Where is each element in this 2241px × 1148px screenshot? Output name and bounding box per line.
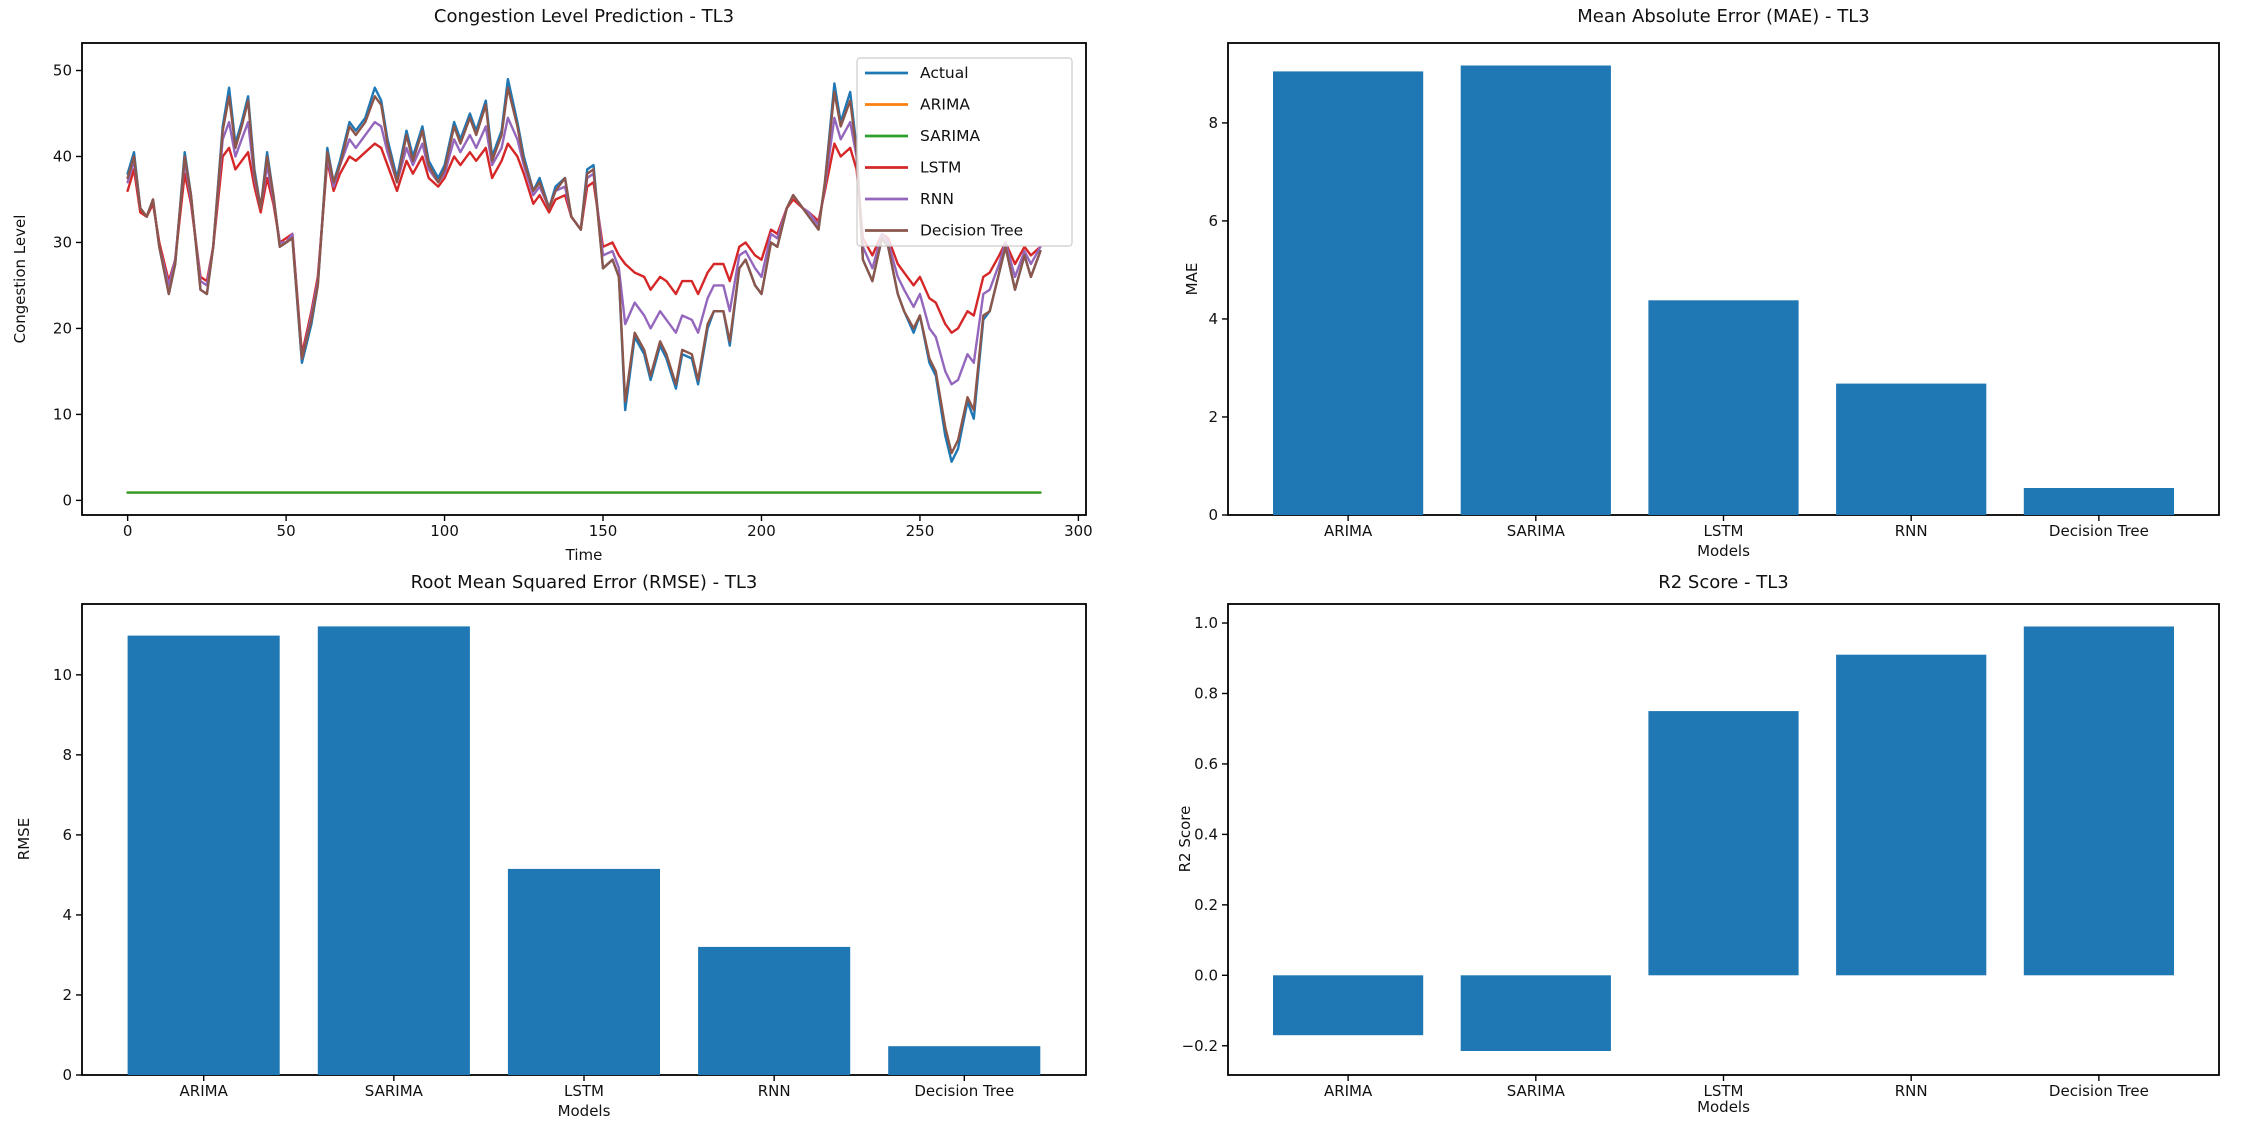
y-tick-label: 8: [1208, 114, 1218, 132]
bar-decision-tree: [888, 1046, 1041, 1075]
mae-chart-title: Mean Absolute Error (MAE) - TL3: [1577, 6, 1870, 27]
mae-chart-xlabel: Models: [1697, 542, 1750, 560]
legend-label: RNN: [920, 190, 954, 208]
x-tick-label: SARIMA: [1507, 522, 1566, 540]
y-axis-ticks: 0 2 4 6 8: [1208, 114, 1228, 524]
bar-arima: [127, 635, 280, 1075]
y-tick-label: 4: [62, 906, 72, 924]
bar-rnn: [698, 946, 851, 1075]
x-tick-label: Decision Tree: [2049, 522, 2149, 540]
bar-rnn: [1836, 383, 1987, 515]
plot-border: [81, 42, 1087, 516]
x-tick-label: LSTM: [1704, 522, 1744, 540]
bar-lstm: [1648, 711, 1799, 976]
y-tick-label: 1.0: [1194, 614, 1218, 632]
y-tick-label: 6: [62, 826, 72, 844]
x-tick-label: RNN: [758, 1082, 791, 1100]
y-tick-label: 2: [62, 986, 72, 1004]
legend-label: LSTM: [920, 159, 961, 177]
legend-label: Actual: [920, 64, 969, 82]
x-tick-label: SARIMA: [365, 1082, 424, 1100]
x-tick-label: LSTM: [564, 1082, 604, 1100]
bar-decision-tree: [2023, 626, 2174, 976]
x-axis-ticks: 0 50 100 150 200 250 300: [123, 515, 1093, 540]
line-chart-plot: 0 10 20 30 40 50 0 50 100 150 200 250 300 Actual ARIMA…: [53, 42, 1093, 540]
rmse-chart-xlabel: Models: [557, 1102, 611, 1120]
x-tick-label: RNN: [1895, 1082, 1928, 1100]
bar-arima: [1273, 71, 1424, 516]
y-tick-label: 0.8: [1194, 684, 1218, 702]
y-tick-label: 0.6: [1194, 755, 1218, 773]
x-tick-label: 300: [1064, 522, 1093, 540]
x-tick-label: RNN: [1895, 522, 1928, 540]
legend-label: ARIMA: [920, 96, 970, 114]
r2-chart-xlabel: Models: [1697, 1098, 1750, 1116]
bars: [1273, 626, 2174, 1051]
x-tick-label: Decision Tree: [2049, 1082, 2149, 1100]
line-chart-xlabel: Time: [565, 546, 603, 564]
x-tick-label: Decision Tree: [914, 1082, 1014, 1100]
y-tick-label: 40: [53, 147, 72, 165]
y-tick-label: 0: [1208, 506, 1218, 524]
x-tick-label: 150: [589, 522, 618, 540]
legend-box: [856, 57, 1073, 247]
bars: [127, 626, 1041, 1075]
bar-sarima: [1460, 975, 1611, 1051]
y-tick-label: 0: [62, 491, 72, 509]
x-tick-label: 250: [906, 522, 935, 540]
y-tick-label: 50: [53, 62, 72, 80]
bars: [1273, 65, 2174, 516]
y-axis-ticks: 0 2 4 6 8 10: [53, 666, 82, 1084]
y-tick-label: 30: [53, 233, 72, 251]
x-tick-label: ARIMA: [1324, 522, 1373, 540]
y-tick-label: 0.2: [1194, 896, 1218, 914]
bar-lstm: [1648, 300, 1799, 515]
y-tick-label: 8: [62, 746, 72, 764]
r2-chart-title: R2 Score - TL3: [1658, 572, 1789, 593]
y-tick-label: 0.4: [1194, 825, 1218, 843]
y-tick-label: 0: [62, 1066, 72, 1084]
x-tick-label: 200: [747, 522, 776, 540]
y-tick-label: 4: [1208, 310, 1218, 328]
y-tick-label: 10: [53, 666, 72, 684]
y-tick-label: 2: [1208, 408, 1218, 426]
y-tick-label: 0.0: [1194, 966, 1218, 984]
x-tick-label: ARIMA: [180, 1082, 229, 1100]
x-axis-ticks: ARIMA SARIMA LSTM RNN Decision Tree: [1324, 515, 2149, 540]
bar-rnn: [1836, 654, 1987, 976]
x-tick-label: 100: [430, 522, 459, 540]
mae-chart-plot: 0 2 4 6 8 ARIMA SARIMA LSTM RNN Decision Tree: [1208, 42, 2220, 540]
y-tick-label: 10: [53, 405, 72, 423]
y-tick-label: 20: [53, 319, 72, 337]
bar-sarima: [317, 626, 470, 1075]
rmse-chart-title: Root Mean Squared Error (RMSE) - TL3: [410, 572, 758, 593]
bar-decision-tree: [2023, 488, 2174, 515]
legend-label: SARIMA: [920, 127, 980, 145]
line-chart-title: Congestion Level Prediction - TL3: [433, 6, 735, 27]
legend: Actual ARIMA SARIMA LSTM RNN Decision Tree: [856, 57, 1073, 247]
x-tick-label: 50: [277, 522, 296, 540]
x-axis-ticks: ARIMA SARIMA LSTM RNN Decision Tree: [1324, 1075, 2149, 1100]
x-tick-label: 0: [123, 522, 133, 540]
bar-sarima: [1460, 65, 1611, 515]
x-tick-label: SARIMA: [1507, 1082, 1566, 1100]
x-tick-label: ARIMA: [1324, 1082, 1373, 1100]
bar-arima: [1273, 975, 1424, 1036]
y-tick-label: 6: [1208, 212, 1218, 230]
legend-label: Decision Tree: [920, 222, 1023, 240]
bar-lstm: [507, 868, 660, 1075]
y-tick-label: −0.2: [1182, 1037, 1218, 1055]
y-axis-ticks: −0.2 0.0 0.2 0.4 0.6 0.8 1.0: [1182, 614, 1228, 1055]
r2-chart-plot: −0.2 0.0 0.2 0.4 0.6 0.8 1.0 ARIMA SARIMA LSTM RNN…: [1182, 603, 2220, 1100]
y-axis-ticks: 0 10 20 30 40 50: [53, 62, 82, 509]
x-axis-ticks: ARIMA SARIMA LSTM RNN Decision Tree: [180, 1075, 1014, 1100]
rmse-chart-plot: 0 2 4 6 8 10 ARIMA SARIMA LSTM RNN Decision Tree: [53, 603, 1087, 1100]
x-tick-label: LSTM: [1704, 1082, 1744, 1100]
